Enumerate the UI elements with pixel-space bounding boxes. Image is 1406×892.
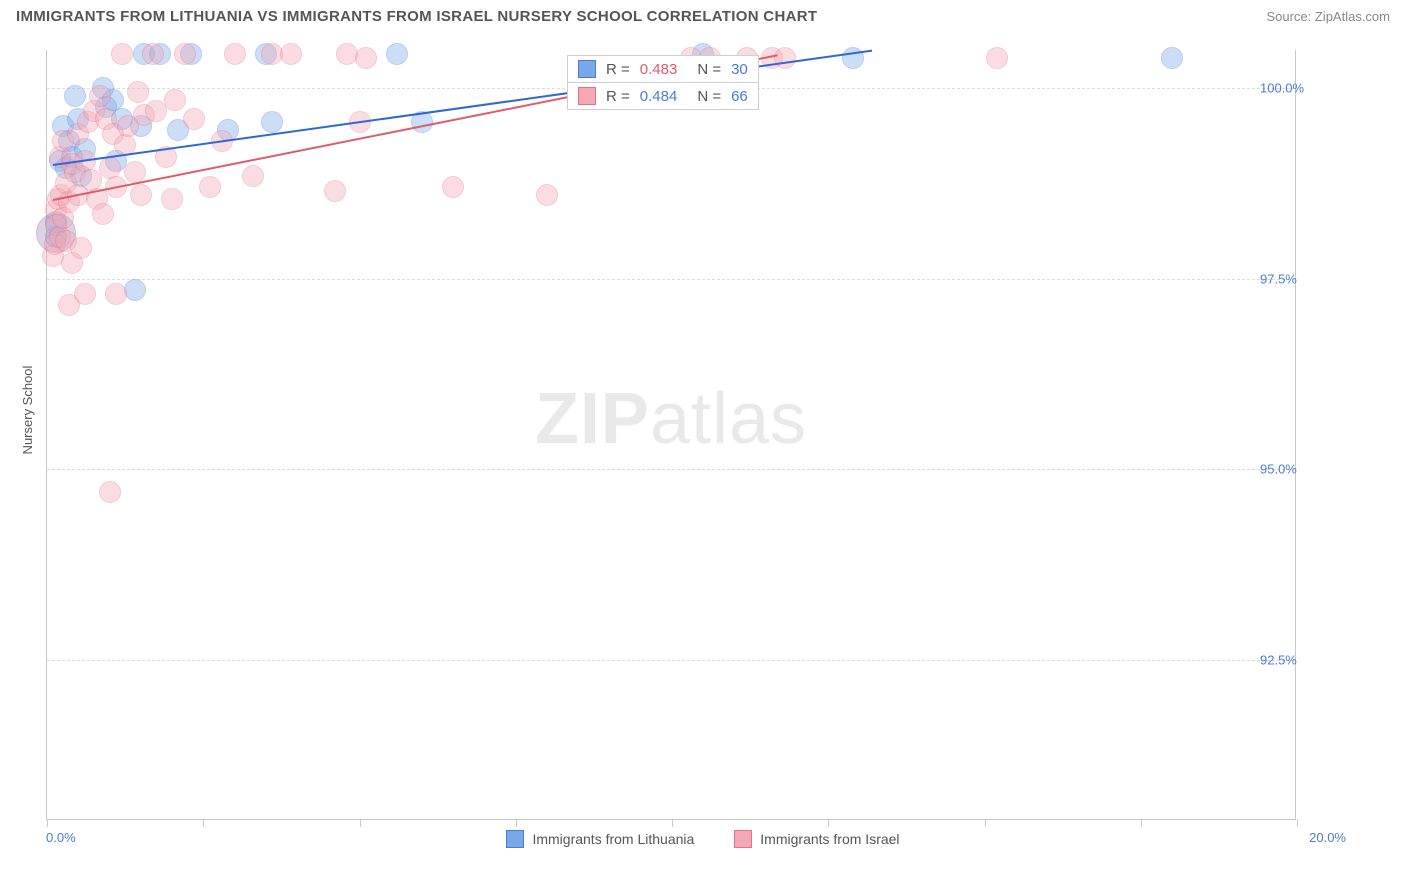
- data-point: [280, 43, 302, 65]
- scatter-plot-area: ZIPatlas R = 0.483 N = 30 R = 0.484 N = 66: [46, 50, 1296, 820]
- data-point: [105, 283, 127, 305]
- grid-line: [47, 660, 1295, 661]
- legend-swatch-icon: [506, 830, 524, 848]
- data-point: [64, 85, 86, 107]
- data-point: [774, 47, 796, 69]
- x-tick: [360, 819, 361, 827]
- data-point: [124, 161, 146, 183]
- x-tick: [47, 819, 48, 827]
- data-point: [127, 81, 149, 103]
- data-point: [536, 184, 558, 206]
- data-point: [842, 47, 864, 69]
- bottom-legend: Immigrants from Lithuania Immigrants fro…: [0, 830, 1406, 848]
- data-point: [111, 43, 133, 65]
- data-point: [99, 481, 121, 503]
- legend-swatch-icon: [578, 60, 596, 78]
- y-tick-label: 92.5%: [1260, 652, 1297, 667]
- x-tick: [516, 819, 517, 827]
- legend-label: Immigrants from Israel: [760, 831, 899, 847]
- data-point: [442, 176, 464, 198]
- data-point: [70, 237, 92, 259]
- r-label: R =: [606, 61, 630, 78]
- r-value: 0.484: [640, 88, 678, 105]
- grid-line: [47, 469, 1295, 470]
- data-point: [161, 188, 183, 210]
- data-point: [124, 279, 146, 301]
- x-tick: [203, 819, 204, 827]
- correlation-row: R = 0.484 N = 66: [567, 82, 759, 110]
- data-point: [174, 43, 196, 65]
- correlation-legend: R = 0.483 N = 30 R = 0.484 N = 66: [567, 56, 759, 110]
- y-axis-title: Nursery School: [20, 366, 35, 455]
- data-point: [130, 184, 152, 206]
- data-point: [74, 283, 96, 305]
- n-value: 66: [731, 88, 748, 105]
- legend-swatch-icon: [578, 87, 596, 105]
- data-point: [199, 176, 221, 198]
- data-point: [324, 180, 346, 202]
- data-point: [1161, 47, 1183, 69]
- x-tick: [828, 819, 829, 827]
- data-point: [89, 85, 111, 107]
- y-tick-label: 97.5%: [1260, 271, 1297, 286]
- correlation-row: R = 0.483 N = 30: [567, 55, 759, 83]
- x-tick: [1141, 819, 1142, 827]
- x-tick: [985, 819, 986, 827]
- data-point: [92, 203, 114, 225]
- data-point: [164, 89, 186, 111]
- data-point: [224, 43, 246, 65]
- y-tick-label: 95.0%: [1260, 462, 1297, 477]
- n-value: 30: [731, 61, 748, 78]
- chart-source: Source: ZipAtlas.com: [1266, 9, 1390, 24]
- x-tick: [672, 819, 673, 827]
- watermark-text: ZIPatlas: [535, 378, 807, 460]
- legend-swatch-icon: [734, 830, 752, 848]
- chart-title: IMMIGRANTS FROM LITHUANIA VS IMMIGRANTS …: [16, 8, 817, 25]
- data-point: [986, 47, 1008, 69]
- r-label: R =: [606, 88, 630, 105]
- data-point: [261, 111, 283, 133]
- n-label: N =: [697, 61, 721, 78]
- y-tick-label: 100.0%: [1260, 81, 1304, 96]
- legend-item-lithuania: Immigrants from Lithuania: [506, 830, 694, 848]
- data-point: [355, 47, 377, 69]
- legend-label: Immigrants from Lithuania: [532, 831, 694, 847]
- data-point: [242, 165, 264, 187]
- x-tick: [1297, 819, 1298, 827]
- grid-line: [47, 279, 1295, 280]
- data-point: [142, 43, 164, 65]
- data-point: [386, 43, 408, 65]
- n-label: N =: [697, 88, 721, 105]
- chart-header: IMMIGRANTS FROM LITHUANIA VS IMMIGRANTS …: [0, 0, 1406, 29]
- r-value: 0.483: [640, 61, 678, 78]
- legend-item-israel: Immigrants from Israel: [734, 830, 899, 848]
- data-point: [183, 108, 205, 130]
